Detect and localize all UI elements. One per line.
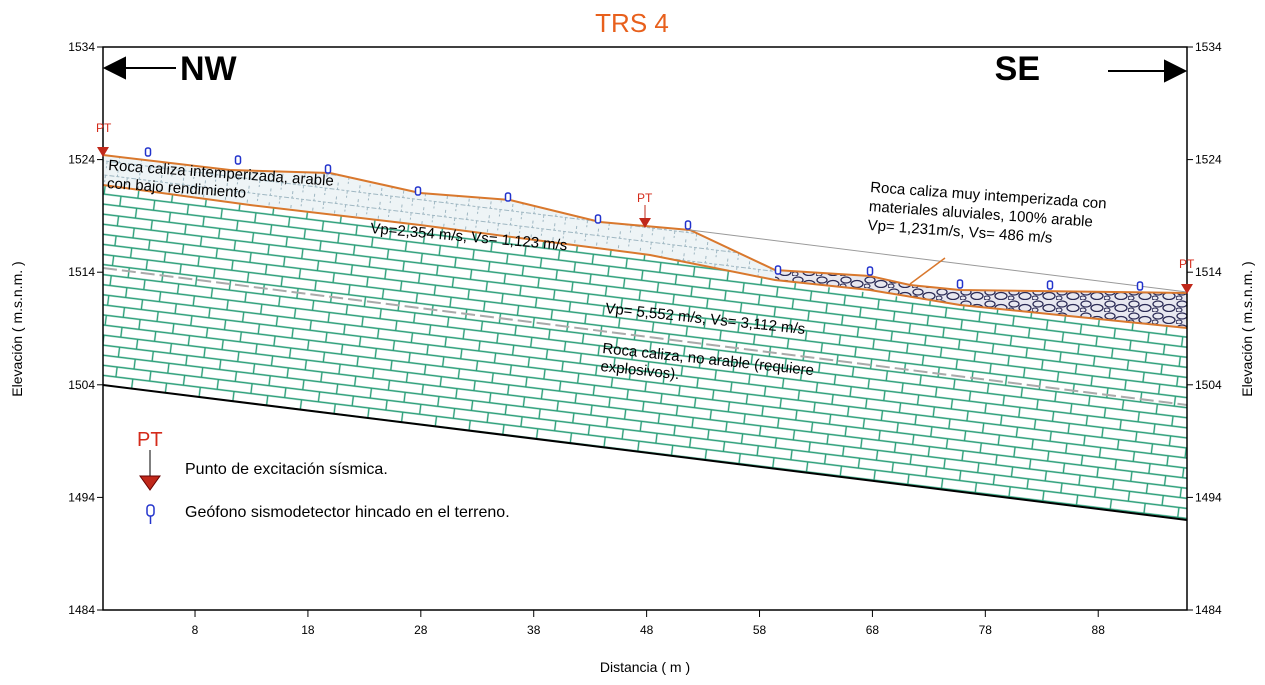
geophone: [684, 220, 692, 230]
legend-shot-symbol: PT: [137, 429, 163, 451]
y-axis-label-left: Elevación ( m.s.n.m. ): [9, 261, 25, 396]
reference-line: [689, 229, 1188, 293]
y-tick-label: 1494: [1195, 490, 1222, 504]
legend-shot-text: Punto de excitación sísmica.: [185, 461, 388, 478]
x-tick-label: 28: [414, 623, 428, 637]
y-tick-label: 1504: [68, 378, 95, 392]
x-tick-label: 88: [1092, 623, 1106, 637]
arrow-left: [102, 56, 176, 80]
legend-shot-icon: [139, 475, 161, 491]
legend-geophone-icon: [146, 504, 155, 524]
geophone: [956, 279, 964, 289]
shot-label: PT: [1179, 257, 1195, 271]
x-tick-label: 78: [979, 623, 993, 637]
x-tick-label: 8: [192, 623, 199, 637]
x-tick-label: 48: [640, 623, 654, 637]
y-tick-label: 1514: [1195, 265, 1222, 279]
geophone: [774, 265, 782, 275]
geophone: [324, 164, 332, 174]
legend-geophone-text: Geófono sismodetector hincado en el terr…: [185, 504, 510, 521]
shot-point: PT: [637, 191, 653, 228]
y-tick-label: 1484: [68, 603, 95, 617]
geophone: [414, 186, 422, 196]
bedrock: [103, 185, 1187, 520]
y-axis-label-right: Elevación ( m.s.n.m. ): [1239, 261, 1255, 396]
direction-nw: NW: [180, 50, 238, 88]
x-axis-label: Distancia ( m ): [600, 659, 690, 675]
x-tick-label: 58: [753, 623, 767, 637]
y-tick-label: 1534: [1195, 40, 1222, 54]
geophone: [594, 214, 602, 224]
x-tick-label: 68: [866, 623, 880, 637]
y-tick-label: 1494: [68, 490, 95, 504]
bedrock-top: [102, 184, 1188, 329]
y-tick-label: 1534: [68, 40, 95, 54]
geophone: [234, 155, 242, 165]
y-tick-label: 1484: [1195, 603, 1222, 617]
geophone: [504, 192, 512, 202]
leader: [909, 257, 946, 285]
refractor-line: [102, 267, 1188, 406]
direction-se: SE: [995, 50, 1040, 88]
y-tick-label: 1514: [68, 265, 95, 279]
geophone: [1046, 280, 1054, 290]
y-tick-label: 1524: [68, 153, 95, 167]
y-tick-label: 1504: [1195, 378, 1222, 392]
geophones: [144, 147, 1144, 291]
shot-point: PT: [96, 121, 112, 157]
geophone: [1136, 281, 1144, 291]
shot-label: PT: [96, 121, 112, 135]
title: TRS 4: [595, 8, 669, 38]
alluvial-layer: [775, 270, 1187, 328]
y-tick-label: 1524: [1195, 153, 1222, 167]
geophone: [866, 266, 874, 276]
ticks: 1484 1484 1494 1494 1504 1504 1514 1514 1524 1524…: [68, 40, 1222, 637]
shot-point: PT: [1179, 257, 1195, 294]
x-tick-label: 38: [527, 623, 541, 637]
section-base: [102, 384, 1188, 521]
shot-label: PT: [637, 191, 653, 205]
x-tick-label: 18: [301, 623, 315, 637]
plot-frame: [102, 46, 1188, 611]
geophone: [144, 147, 152, 157]
arrow-right: [1108, 59, 1188, 83]
